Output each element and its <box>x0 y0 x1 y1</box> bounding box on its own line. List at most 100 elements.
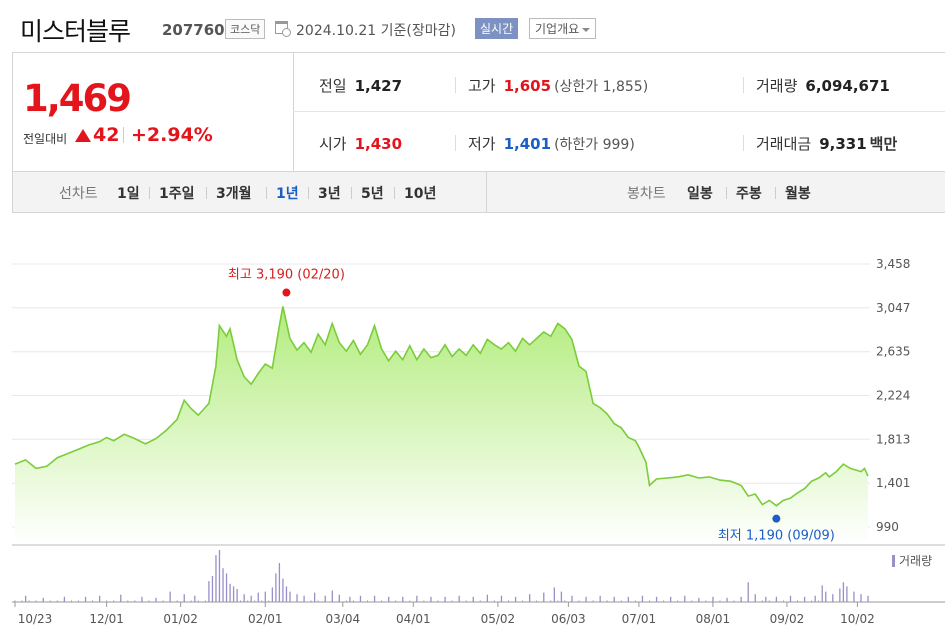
volume-bar <box>698 600 700 602</box>
volume-bar <box>190 600 192 602</box>
volume-bar <box>719 600 721 602</box>
volume-bar <box>215 555 217 602</box>
stock-name: 미스터블루 <box>20 17 131 46</box>
high-point-marker <box>282 288 291 297</box>
divider <box>266 187 267 199</box>
volume-bar <box>211 600 213 602</box>
volume-bar <box>275 600 277 602</box>
tab-1w[interactable]: 1주일 <box>159 186 195 202</box>
volume-bar <box>585 600 587 602</box>
volume-bar <box>571 595 573 602</box>
realtime-button[interactable]: 실시간 <box>475 18 519 39</box>
tab-1d[interactable]: 1일 <box>117 186 140 202</box>
tab-3m[interactable]: 3개월 <box>216 186 252 202</box>
volume-bar <box>733 600 735 602</box>
volume-bar <box>278 563 281 602</box>
volume-bar <box>765 596 767 602</box>
price-line <box>14 306 869 507</box>
tab-5y[interactable]: 5년 <box>361 186 384 202</box>
volume-bar <box>677 600 679 602</box>
volume-bar <box>821 585 823 602</box>
volume-bar <box>592 600 594 602</box>
volume-bar <box>846 586 848 602</box>
volume-bar <box>606 600 608 602</box>
volume-bar <box>564 600 566 602</box>
x-tick-label: 04/01 <box>396 612 431 626</box>
volume-bar <box>627 600 629 602</box>
volume-bar <box>169 600 171 602</box>
candle-chart-label: 봉차트 <box>627 186 666 202</box>
volume-bar <box>514 596 517 602</box>
volume-bar <box>726 597 728 602</box>
price-chart: 990 1,401 1,813 2,224 2,635 3,047 3,458 최고 3,1… <box>12 257 945 626</box>
volume-bar <box>789 600 791 602</box>
tab-monthly-candle[interactable]: 월봉 <box>785 186 811 202</box>
volume-bar <box>338 600 340 602</box>
volume-bar <box>282 600 284 602</box>
volume-bar <box>853 600 855 602</box>
volume-bar <box>754 594 756 602</box>
stat-value: 6,094,671 <box>805 77 890 95</box>
stock-header: 미스터블루 207760 코스닥 2024.10.21 기준(장마감) 실시간 … <box>0 0 945 52</box>
volume-bar <box>204 600 206 602</box>
volume-bar <box>98 595 101 602</box>
volume-bar <box>712 596 714 602</box>
volume-bar <box>225 600 227 602</box>
volume-bar <box>437 600 439 602</box>
tab-10y[interactable]: 10년 <box>404 186 437 202</box>
tab-1y[interactable]: 1년 <box>276 186 299 202</box>
volume-bar <box>49 600 51 602</box>
volume-bar <box>444 596 446 602</box>
volume-bar <box>63 596 66 602</box>
volume-bar <box>529 600 531 602</box>
price-summary: 1,469 전일대비 42 +2.94% 전일 1,427 시가 1,430 고가 1… <box>12 52 945 172</box>
volume-bar <box>712 600 714 602</box>
volume-bar <box>726 600 728 602</box>
volume-bar <box>42 600 44 602</box>
x-tick-label: 12/01 <box>89 612 124 626</box>
volume-bar <box>740 600 742 602</box>
volume-bar <box>832 600 834 602</box>
volume-bar <box>218 600 220 602</box>
stat-open: 시가 1,430 <box>319 133 402 154</box>
volume-bar <box>317 600 319 602</box>
divider <box>775 187 776 199</box>
volume-bar <box>373 595 376 602</box>
volume-bar <box>92 600 94 602</box>
volume-bar <box>620 600 622 602</box>
stat-label: 고가 <box>468 77 496 95</box>
volume-bar <box>324 595 326 602</box>
tab-3y[interactable]: 3년 <box>318 186 341 202</box>
volume-bar <box>560 591 563 602</box>
divider <box>308 187 309 199</box>
volume-bar <box>310 600 312 602</box>
volume-bar <box>536 600 538 602</box>
divider <box>351 187 352 199</box>
volume-bar <box>814 595 816 602</box>
volume-bar <box>842 582 845 602</box>
volume-bar <box>268 600 270 602</box>
volume-bar <box>232 586 235 602</box>
volume-bar <box>507 600 509 602</box>
tab-daily-candle[interactable]: 일봉 <box>687 186 713 202</box>
volume-bar <box>458 595 460 602</box>
stat-unit: 백만 <box>869 135 898 153</box>
volume-bar <box>811 600 813 602</box>
line-chart-label: 선차트 <box>59 186 98 202</box>
volume-bar <box>430 600 432 602</box>
calendar-icon <box>275 21 291 37</box>
stat-value: 1,605 <box>503 77 552 95</box>
volume-bar <box>155 597 157 602</box>
volume-bar <box>113 600 115 602</box>
volume-legend: 거래량 <box>899 554 932 568</box>
volume-bar <box>846 600 848 602</box>
volume-bar <box>349 596 351 602</box>
volume-bar <box>860 600 862 602</box>
base-date: 2024.10.21 기준(장마감) <box>296 23 456 39</box>
tab-weekly-candle[interactable]: 주봉 <box>736 186 762 202</box>
volume-bar <box>747 582 749 602</box>
volume-bar <box>409 600 411 602</box>
stat-high: 고가 1,605 (상한가 1,855) <box>468 75 648 96</box>
company-info-dropdown[interactable]: 기업개요 <box>529 18 597 39</box>
volume-bar <box>155 600 157 602</box>
